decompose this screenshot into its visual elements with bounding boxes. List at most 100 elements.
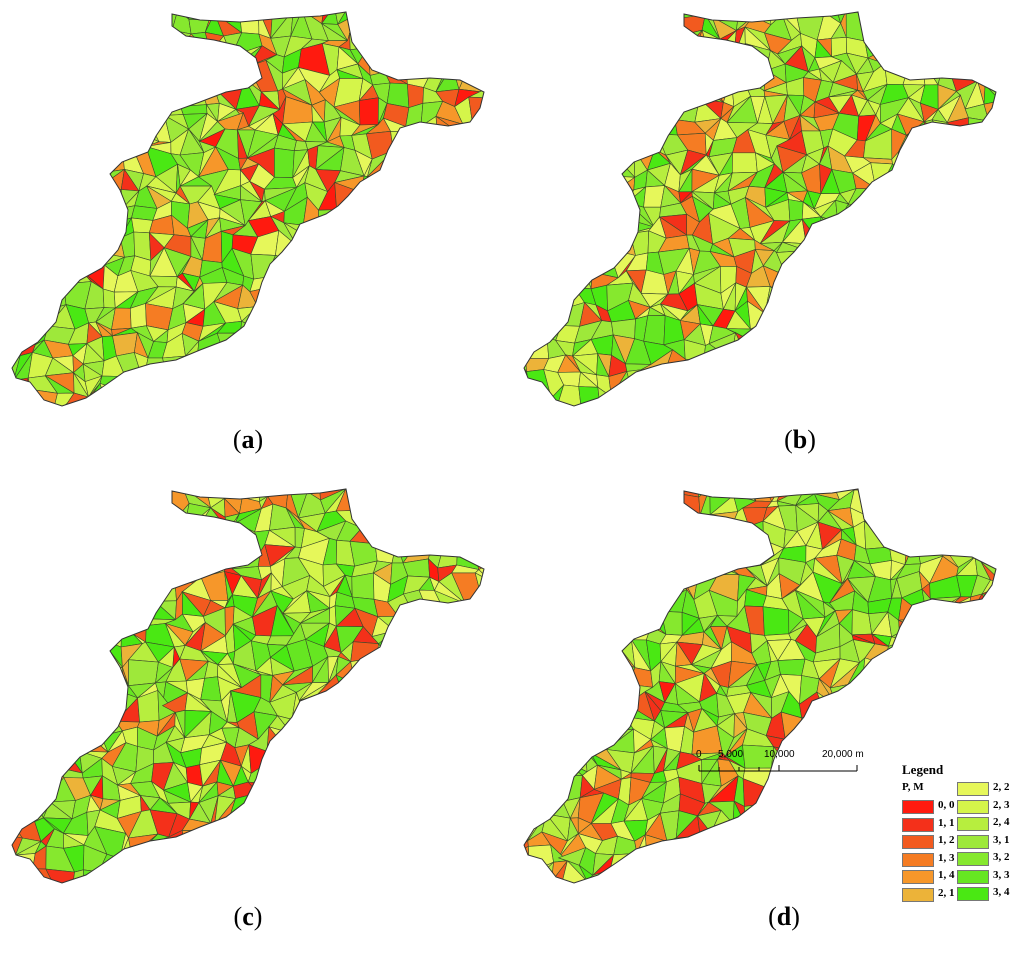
subcatchment-cell xyxy=(385,197,409,230)
subcatchment-cell xyxy=(594,600,618,611)
subcatchment-cell xyxy=(371,489,392,499)
subcatchment-cell xyxy=(527,765,546,779)
subcatchment-cell xyxy=(933,268,953,285)
subcatchment-cell xyxy=(934,513,956,532)
subcatchment-cell xyxy=(524,606,546,629)
subcatchment-cell xyxy=(82,675,107,703)
subcatchment-cell xyxy=(971,13,991,32)
subcatchment-cell xyxy=(191,885,203,910)
subcatchment-cell xyxy=(97,865,125,883)
subcatchment-cell xyxy=(814,870,840,883)
subcatchment-cell xyxy=(1012,72,1024,90)
subcatchment-cell xyxy=(693,419,710,449)
subcatchment-cell xyxy=(827,298,858,323)
subcatchment-cell xyxy=(318,745,341,763)
subcatchment-cell xyxy=(524,498,525,517)
subcatchment-cell xyxy=(370,707,395,739)
subcatchment-cell xyxy=(444,15,455,40)
subcatchment-cell xyxy=(879,289,904,309)
subcatchment-cell xyxy=(490,712,512,734)
subcatchment-cell xyxy=(781,386,799,406)
subcatchment-cell xyxy=(567,723,587,751)
subcatchment-cell xyxy=(664,520,689,553)
subcatchment-cell xyxy=(431,44,445,76)
subcatchment-cell xyxy=(49,614,76,631)
subcatchment-cell xyxy=(524,301,532,326)
subcatchment-cell xyxy=(385,239,416,263)
subcatchment-cell xyxy=(418,325,449,339)
subcatchment-cell xyxy=(736,489,757,502)
subcatchment-cell xyxy=(417,639,447,664)
subcatchment-cell xyxy=(12,782,24,801)
legend-label: 2, 2 xyxy=(993,781,1010,793)
subcatchment-cell xyxy=(344,415,361,428)
subcatchment-cell xyxy=(73,904,86,923)
subcatchment-cell xyxy=(504,58,512,69)
subcatchment-cell xyxy=(300,775,321,801)
subcatchment-cell xyxy=(678,422,695,444)
subcatchment-cell xyxy=(428,255,439,266)
subcatchment-cell xyxy=(453,697,483,717)
subcatchment-cell xyxy=(572,521,599,550)
subcatchment-cell xyxy=(64,118,83,134)
subcatchment-cell xyxy=(953,369,973,394)
subcatchment-cell xyxy=(94,673,125,703)
subcatchment-cell xyxy=(763,796,791,823)
subcatchment-cell xyxy=(608,198,631,221)
subcatchment-cell xyxy=(12,21,38,42)
subcatchment-cell xyxy=(797,387,822,406)
subcatchment-cell xyxy=(962,632,996,652)
subcatchment-cell xyxy=(524,266,536,294)
subcatchment-cell xyxy=(325,392,345,406)
subcatchment-cell xyxy=(282,407,306,427)
subcatchment-cell xyxy=(504,593,512,612)
subcatchment-cell xyxy=(1015,636,1024,651)
subcatchment-cell xyxy=(491,299,512,325)
subcatchment-cell xyxy=(856,12,873,16)
subcatchment-cell xyxy=(524,367,528,395)
subcatchment-cell xyxy=(578,410,601,427)
subcatchment-cell xyxy=(91,571,108,593)
legend-swatch xyxy=(957,799,989,814)
subcatchment-cell xyxy=(524,625,531,653)
subcatchment-cell xyxy=(541,591,559,608)
subcatchment-cell xyxy=(458,878,479,883)
subcatchment-cell xyxy=(981,715,996,740)
subcatchment-cell xyxy=(131,855,161,868)
subcatchment-cell xyxy=(828,266,856,296)
subcatchment-cell xyxy=(383,301,406,326)
subcatchment-cell xyxy=(254,792,278,818)
subcatchment-cell xyxy=(606,61,638,81)
subcatchment-cell xyxy=(524,568,527,580)
subcatchment-cell xyxy=(915,713,941,740)
legend-label: 2, 4 xyxy=(993,816,1010,828)
subcatchment-cell xyxy=(939,199,957,219)
subcatchment-cell xyxy=(618,61,638,81)
subcatchment-cell xyxy=(900,726,921,756)
subcatchment-cell xyxy=(12,12,39,24)
subcatchment-cell xyxy=(812,802,829,819)
subcatchment-cell xyxy=(12,331,21,359)
subcatchment-cell xyxy=(624,522,651,542)
subcatchment-cell xyxy=(32,724,51,750)
subcatchment-cell xyxy=(770,363,783,380)
subcatchment-cell xyxy=(539,489,565,511)
subcatchment-cell xyxy=(532,676,547,695)
subcatchment-cell xyxy=(301,898,320,926)
subcatchment-cell xyxy=(368,180,387,205)
subcatchment-cell xyxy=(524,85,536,97)
subcatchment-cell xyxy=(0,730,10,756)
subcatchment-cell xyxy=(503,199,512,214)
subcatchment-cell xyxy=(358,817,378,833)
subcatchment-cell xyxy=(525,734,554,742)
subcatchment-cell xyxy=(12,401,23,406)
subcatchment-cell xyxy=(488,744,511,773)
subcatchment-cell xyxy=(282,764,312,784)
subcatchment-cell xyxy=(596,715,618,732)
subcatchment-cell xyxy=(12,388,36,405)
subcatchment-cell xyxy=(33,760,57,790)
subcatchment-cell xyxy=(435,161,458,184)
legend-swatch xyxy=(902,817,934,832)
subcatchment-cell xyxy=(103,489,119,511)
subcatchment-cell xyxy=(349,885,368,897)
